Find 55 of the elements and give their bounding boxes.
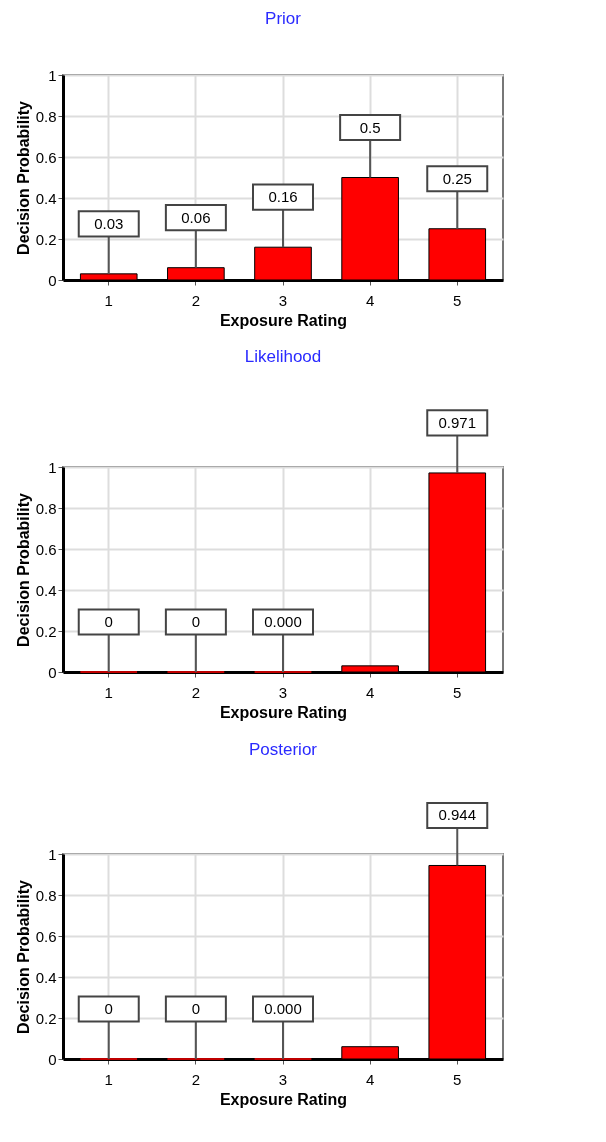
y-tick-label: 0.2	[35, 1009, 57, 1027]
y-tick-label: 0.8	[35, 499, 57, 517]
y-tick-label: 0	[48, 663, 57, 681]
x-tick-label: 2	[191, 1070, 201, 1088]
data-label: 0	[104, 613, 113, 630]
y-tick-label: 0	[48, 271, 57, 289]
y-axis-title: Decision Probability	[14, 879, 32, 1034]
x-tick-label: 5	[453, 1070, 462, 1088]
x-tick-label: 4	[365, 1070, 375, 1088]
y-tick-label: 1	[48, 66, 57, 84]
x-axis-title: Exposure Rating	[219, 1090, 348, 1108]
chart-title: Likelihood	[244, 347, 322, 367]
y-tick-label: 0.4	[35, 581, 57, 599]
y-axis-title: Decision Probability	[14, 100, 32, 255]
y-tick-label: 0.4	[35, 189, 57, 207]
y-tick-label: 0.4	[35, 968, 57, 986]
y-tick-label: 0.6	[35, 148, 57, 166]
data-label: 0.06	[181, 208, 211, 226]
data-label: 0.944	[438, 806, 477, 824]
y-tick-label: 0.6	[35, 927, 57, 945]
x-axis-title: Exposure Rating	[219, 703, 348, 721]
x-tick-label: 1	[104, 1070, 113, 1088]
x-tick-label: 5	[453, 291, 462, 309]
x-tick-label: 3	[278, 291, 288, 309]
y-tick-label: 0.2	[35, 230, 57, 248]
x-tick-label: 4	[365, 683, 375, 701]
x-tick-label: 4	[365, 291, 375, 309]
data-label: 0.5	[359, 118, 381, 136]
data-label: 0.25	[442, 169, 472, 187]
chart-title: Posterior	[248, 739, 318, 759]
data-label: 0.16	[268, 188, 298, 206]
x-tick-label: 2	[191, 683, 201, 701]
y-axis-title: Decision Probability	[14, 492, 32, 647]
data-label: 0.03	[94, 214, 124, 232]
x-tick-label: 1	[104, 291, 113, 309]
data-label: 0	[191, 613, 201, 630]
x-tick-label: 5	[453, 683, 462, 701]
y-tick-label: 0.8	[35, 107, 57, 125]
x-tick-label: 3	[278, 1070, 288, 1088]
y-tick-label: 1	[48, 845, 57, 863]
chart-title: Prior	[265, 9, 302, 28]
data-label: 0.000	[264, 1000, 302, 1017]
x-axis-title: Exposure Rating	[219, 311, 348, 329]
y-tick-label: 0.6	[35, 540, 57, 558]
y-tick-label: 0.2	[35, 622, 57, 640]
data-label: 0.000	[264, 613, 302, 630]
y-tick-label: 1	[48, 458, 57, 476]
y-tick-label: 0	[48, 1050, 57, 1068]
data-label: 0	[104, 1000, 113, 1017]
x-tick-label: 3	[278, 683, 288, 701]
x-tick-label: 2	[191, 291, 201, 309]
data-label: 0.971	[438, 413, 477, 431]
data-label: 0	[191, 1000, 201, 1017]
y-tick-label: 0.8	[35, 886, 57, 904]
x-tick-label: 1	[104, 683, 113, 701]
